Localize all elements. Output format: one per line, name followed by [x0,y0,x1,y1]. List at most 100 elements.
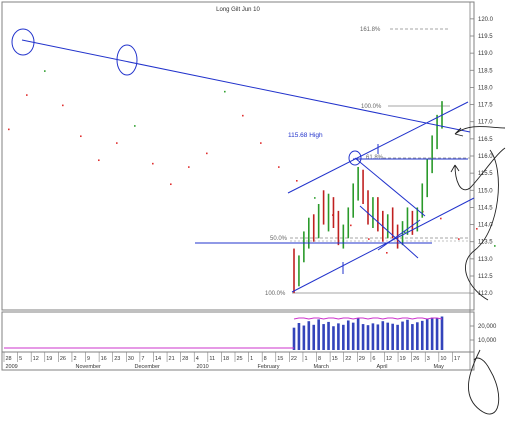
date-tick-label: 15 [332,356,338,362]
date-tick-label: 28 [6,356,12,362]
date-axis: 28 5 12 19 26 2 9 16 23 30 7 14 21 28 4 11 18 25 1 8 15 22 1 8 1… [3,352,460,362]
price-dot [62,104,64,107]
date-tick-label: 12 [33,356,39,362]
date-tick-label: 22 [291,356,297,362]
volume-bar [317,319,320,350]
high-circle-3 [348,150,362,166]
volume-bar [406,319,409,350]
date-tick-label: 23 [114,356,120,362]
date-tick-label: 26 [60,356,66,362]
price-dot [296,180,298,182]
date-tick-label: 25 [237,356,243,362]
fib-161-label: 161.8% [360,27,381,33]
price-tick-label: 120.0 [478,17,494,23]
date-tick-label: 4 [196,356,199,362]
price-tick-label: 116.0 [478,154,493,160]
price-tick-label: 119.0 [478,51,493,57]
price-tick-label: 119.5 [478,34,493,40]
price-dot [458,238,460,240]
volume-bar [361,324,365,350]
price-dot [260,142,262,144]
date-tick-label: 8 [264,356,267,362]
price-dot [350,224,352,227]
date-tick-label: 2 [73,356,76,362]
flag-lower-line [359,205,419,259]
volume-bar [440,316,444,350]
price-tick-label: 118.0 [478,85,493,91]
volume-bar [411,324,414,350]
month-label: 2009 [6,364,18,370]
date-tick-label: 19 [46,356,52,362]
curve-3 [465,149,499,301]
date-axis-strip [1,351,475,371]
price-dot [116,142,118,144]
month-label: 2010 [197,364,209,370]
month-label: February [258,364,280,370]
date-tick-label: 5 [19,356,22,362]
price-dot [26,94,28,96]
curve-4 [468,349,500,415]
flag-upper-line [354,157,426,217]
fib-100-top-label: 100.0% [361,104,382,110]
price-tick-label: 116.5 [478,137,493,143]
volume-bar [371,323,375,350]
date-tick-label: 21 [169,356,175,362]
volume-bar [292,327,296,350]
volume-bar [401,321,404,350]
price-dot [134,125,136,127]
month-label: April [377,364,388,370]
price-dot [494,245,496,247]
price-tick-label: 113.5 [478,240,493,246]
volume-bar [327,321,330,350]
date-tick-label: 30 [128,356,134,362]
date-tick-label: 11 [209,356,215,362]
volume-bar [302,325,306,350]
arrow-1 [454,126,506,137]
volume-bar [376,324,380,350]
volume-tick-label: 20,000 [478,324,497,330]
volume-bar [391,323,394,350]
date-tick-label: 10 [440,356,446,362]
date-tick-label: 19 [400,356,406,362]
date-tick-label: 29 [359,356,365,362]
fib-618-label: 61.8% [366,155,384,161]
price-dot [368,238,370,240]
price-dot [314,197,316,199]
price-tick-label: 112.5 [478,274,493,280]
date-tick-label: 17 [454,356,460,362]
date-tick-label: 22 [345,356,351,362]
date-tick-label: 8 [318,356,321,362]
volume-bar [332,326,335,350]
volume-bar [425,319,429,350]
volume-bar [435,318,439,350]
price-tick-label: 118.5 [478,68,493,74]
price-dot [206,152,208,155]
price-dot [224,90,226,93]
date-tick-label: 14 [155,356,161,362]
volume-bar [386,322,390,350]
volume-axis: 20,000 10,000 [470,324,497,344]
date-tick-label: 26 [413,356,419,362]
volume-bar [430,317,434,350]
ohlc-bars [293,101,443,294]
volume-bar [381,321,385,350]
price-tick-label: 117.0 [478,120,493,126]
month-labels: 2009 November December 2010 February March Apr… [6,364,445,370]
volume-bar [312,324,316,350]
date-tick-label: 15 [277,356,283,362]
month-label: March [314,364,329,370]
volume-bar [307,321,311,350]
arrow-2 [450,147,506,191]
price-tick-label: 114.0 [478,223,493,229]
price-dot [476,228,478,230]
volume-bar [342,324,345,350]
month-label: November [76,364,102,370]
price-tick-label: 113.0 [478,257,493,263]
price-dot [440,217,442,220]
price-tick-label: 115.5 [478,171,493,177]
high-annotation: 115.68 High [288,132,323,139]
price-dot [44,70,46,72]
price-dot [404,231,406,234]
